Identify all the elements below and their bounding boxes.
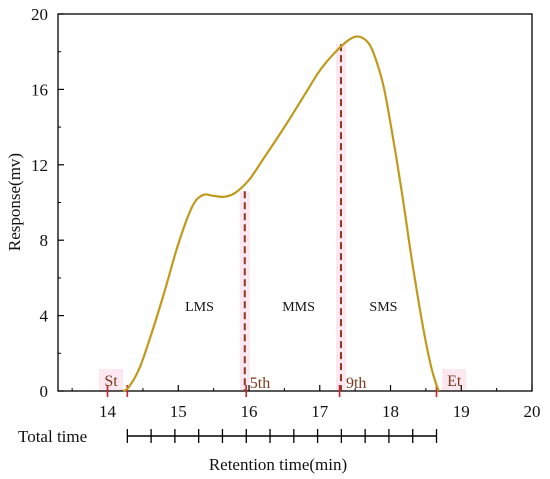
- x-tick-label: 18: [382, 402, 399, 421]
- divider-highlight-1: [335, 44, 346, 391]
- divider-label: 9th: [346, 375, 366, 392]
- marker-highlight-0: [99, 369, 124, 391]
- x-axis-title: Retention time(min): [209, 455, 347, 474]
- y-tick-label: 12: [31, 156, 48, 175]
- y-tick-label: 0: [40, 382, 49, 401]
- total-time-label: Total time: [18, 427, 87, 446]
- divider-label: 5th: [250, 375, 270, 392]
- chart-labels: LMS MMS SMS 5th 9th St Et: [104, 300, 461, 392]
- x-tick-label: 20: [524, 402, 541, 421]
- y-tick-label: 8: [40, 231, 49, 250]
- y-tick-label: 4: [40, 307, 49, 326]
- marker-label: Et: [447, 373, 462, 390]
- divider-lines: [243, 44, 342, 391]
- highlight-bands: [99, 44, 467, 391]
- x-tick-label: 16: [241, 402, 258, 421]
- y-axis-title: Response(mv): [5, 153, 24, 251]
- x-tick-label: 14: [99, 402, 117, 421]
- x-tick-label: 19: [453, 402, 470, 421]
- plot-frame: [57, 13, 533, 392]
- y-tick-label: 16: [31, 80, 48, 99]
- series-line: [122, 35, 440, 392]
- marker-highlight-1: [442, 369, 467, 391]
- region-label: SMS: [369, 300, 397, 315]
- axis-ticks: 14 15 16 17 18 19 20 0 4 8 12 16 20: [31, 5, 541, 421]
- region-label: LMS: [185, 300, 214, 315]
- x-tick-label: 15: [170, 402, 187, 421]
- x-tick-label: 17: [311, 402, 329, 421]
- region-label: MMS: [282, 300, 315, 315]
- y-tick-label: 20: [31, 5, 48, 24]
- marker-label: St: [104, 373, 118, 390]
- total-time-scale: Total time: [18, 427, 438, 446]
